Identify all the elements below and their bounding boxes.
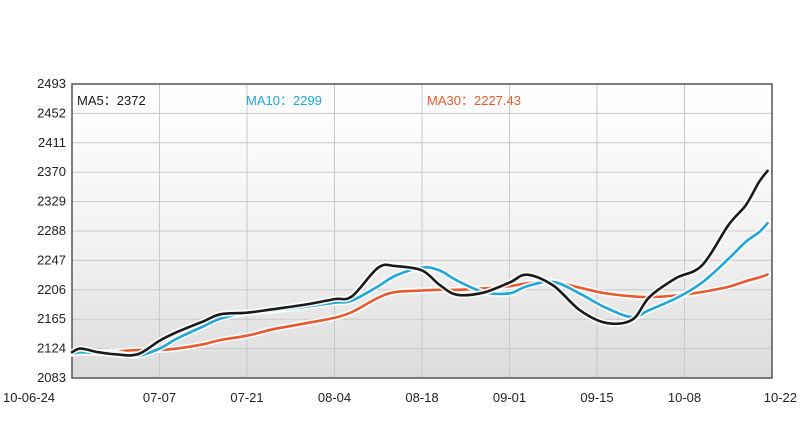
x-tick-label: 09-01 bbox=[493, 390, 526, 405]
x-tick-label: 09-15 bbox=[580, 390, 613, 405]
legend-ma5: MA5：2372 bbox=[77, 93, 146, 108]
x-tick-label: 10-22 bbox=[764, 390, 797, 405]
y-tick-label: 2206 bbox=[37, 282, 66, 297]
legend-ma10-sep: ： bbox=[280, 93, 293, 108]
y-tick-label: 2165 bbox=[37, 311, 66, 326]
legend-ma5-label: MA5 bbox=[77, 93, 104, 108]
legend-ma30-sep: ： bbox=[461, 93, 474, 108]
y-tick-label: 2370 bbox=[37, 164, 66, 179]
legend-ma5-sep: ： bbox=[104, 93, 117, 108]
ma30-line bbox=[70, 273, 769, 355]
y-tick-label: 2124 bbox=[37, 341, 66, 356]
x-tick-label: 08-18 bbox=[405, 390, 438, 405]
legend-ma10-label: MA10 bbox=[246, 93, 280, 108]
series-layer bbox=[69, 167, 771, 359]
legend-ma30-label: MA30 bbox=[427, 93, 461, 108]
y-tick-label: 2083 bbox=[37, 370, 66, 385]
y-tick-label: 2329 bbox=[37, 194, 66, 209]
y-axis: 2083 2124 2165 2206 2247 2288 2329 2370 2411 2452… bbox=[37, 76, 66, 385]
plot-border bbox=[71, 83, 773, 379]
x-tick-label: 08-04 bbox=[318, 390, 351, 405]
x-tick-label: 07-07 bbox=[143, 390, 176, 405]
legend-ma10: MA10：2299 bbox=[246, 93, 322, 108]
x-tick-label: 10-06-24 bbox=[3, 390, 55, 405]
x-tick-label: 10-08 bbox=[668, 390, 701, 405]
legend-ma30: MA30：2227.43 bbox=[427, 93, 521, 108]
x-tick-label: 07-21 bbox=[230, 390, 263, 405]
y-tick-label: 2452 bbox=[37, 105, 66, 120]
y-tick-label: 2288 bbox=[37, 223, 66, 238]
legend-ma5-value: 2372 bbox=[117, 93, 146, 108]
legend-ma30-value: 2227.43 bbox=[474, 93, 521, 108]
ma5-line bbox=[70, 169, 769, 357]
x-axis: 10-06-24 07-07 07-21 08-04 08-18 09-01 09-15 10… bbox=[3, 390, 797, 405]
y-tick-label: 2493 bbox=[37, 76, 66, 91]
y-tick-label: 2411 bbox=[38, 135, 66, 150]
y-tick-label: 2247 bbox=[37, 252, 66, 267]
legend-ma10-value: 2299 bbox=[293, 93, 322, 108]
